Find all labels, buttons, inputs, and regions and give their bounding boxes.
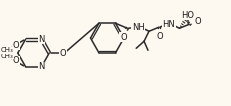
Text: HO: HO — [180, 11, 193, 20]
Text: CH₃: CH₃ — [1, 47, 13, 53]
Text: O: O — [156, 32, 162, 41]
Text: O: O — [12, 56, 19, 65]
Text: CH₃: CH₃ — [1, 53, 13, 59]
Text: O: O — [194, 17, 201, 26]
Text: N: N — [38, 62, 44, 71]
Text: O: O — [120, 33, 126, 42]
Text: NH: NH — [131, 23, 144, 32]
Text: HN: HN — [161, 20, 174, 29]
Text: O: O — [12, 41, 19, 50]
Text: O: O — [59, 49, 66, 57]
Text: N: N — [38, 35, 44, 44]
